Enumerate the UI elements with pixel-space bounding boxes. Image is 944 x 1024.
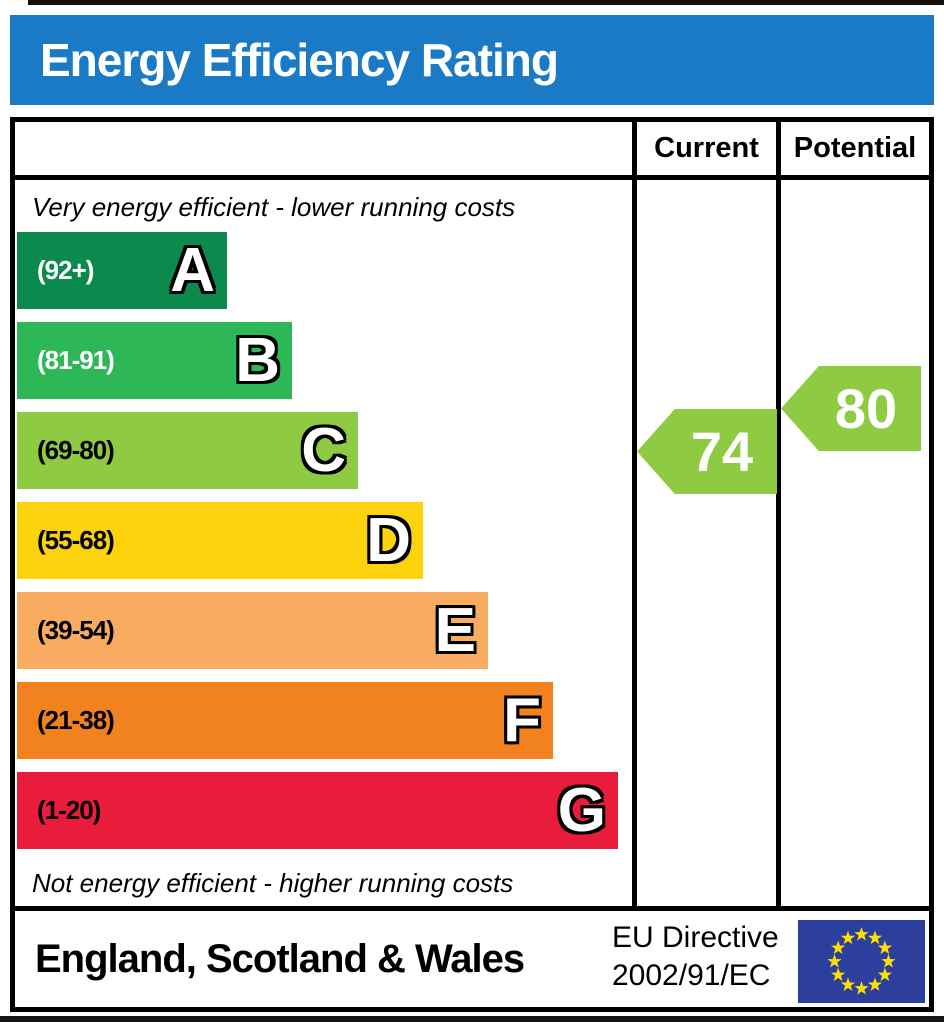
band-a: (92+) A <box>17 232 227 309</box>
band-letter: G <box>557 775 606 845</box>
band-range-label: (55-68) <box>37 525 115 555</box>
potential-column-divider <box>776 117 781 911</box>
eu-directive-line1: EU Directive <box>612 921 779 954</box>
band-range-label: (92+) <box>37 255 94 285</box>
band-e: (39-54) E <box>17 592 488 669</box>
current-column-divider <box>632 117 637 911</box>
column-header-potential: Potential <box>793 132 917 164</box>
current-rating-value: 74 <box>690 420 754 483</box>
page-title: Energy Efficiency Rating <box>40 34 559 86</box>
band-letter: B <box>235 325 280 395</box>
band-c: (69-80) C <box>17 412 358 489</box>
band-letter: A <box>170 235 215 305</box>
band-range-label: (69-80) <box>37 435 115 465</box>
footer: England, Scotland & Wales EU Directive 2… <box>10 906 934 1012</box>
eu-directive-line2: 2002/91/EC <box>612 958 771 992</box>
scan-artifact-top <box>28 0 944 5</box>
column-header-current: Current <box>654 132 759 164</box>
header-divider-line <box>10 175 934 180</box>
band-f: (21-38) F <box>17 682 553 759</box>
band-range-label: (21-38) <box>37 705 115 735</box>
band-range-label: (39-54) <box>37 615 115 645</box>
band-range-label: (1-20) <box>37 795 101 825</box>
band-letter: F <box>503 685 541 755</box>
scan-artifact-bottom <box>0 1016 944 1022</box>
region-label: England, Scotland & Wales <box>35 936 525 981</box>
caption-not-efficient: Not energy efficient - higher running co… <box>32 868 514 898</box>
band-range-label: (81-91) <box>37 345 115 375</box>
caption-very-efficient: Very energy efficient - lower running co… <box>32 192 516 222</box>
band-letter: E <box>434 595 476 665</box>
eu-directive-label: EU Directive 2002/91/EC <box>612 919 779 994</box>
eu-flag-icon <box>798 920 925 1003</box>
band-letter: D <box>366 505 411 575</box>
band-letter: C <box>301 415 346 485</box>
title-bar: Energy Efficiency Rating <box>10 15 934 105</box>
potential-rating-value: 80 <box>834 377 898 440</box>
band-d: (55-68) D <box>17 502 423 579</box>
band-b: (81-91) B <box>17 322 292 399</box>
potential-rating-arrow: 80 <box>781 366 921 451</box>
band-g: (1-20) G <box>17 772 618 849</box>
